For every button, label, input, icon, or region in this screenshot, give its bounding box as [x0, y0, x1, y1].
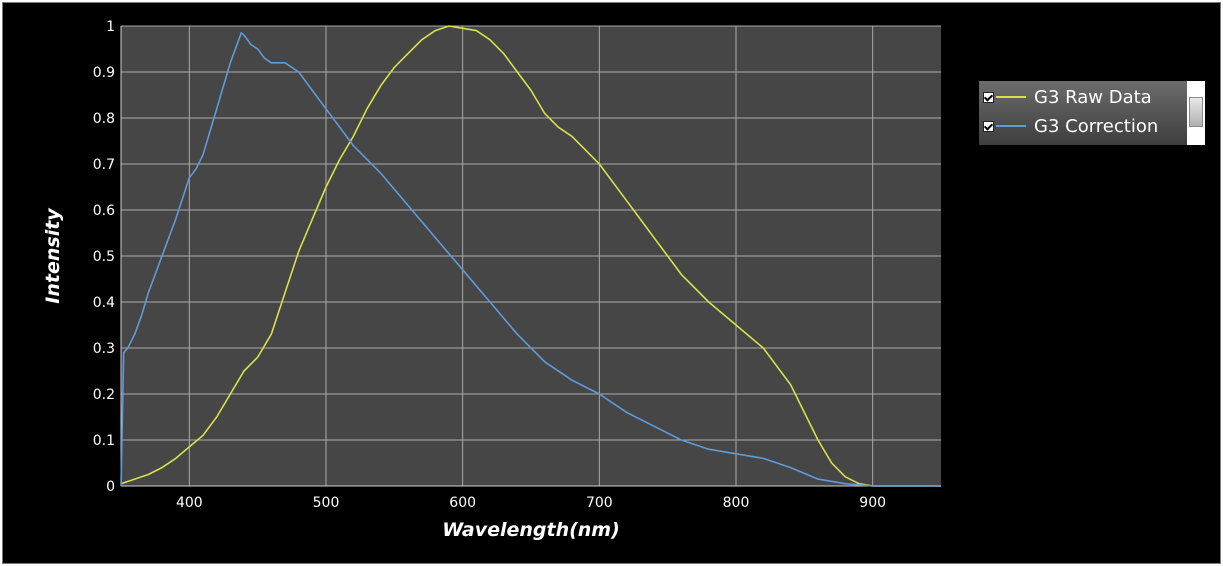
x-tick-label: 500	[313, 495, 340, 511]
x-tick-label: 800	[723, 495, 750, 511]
y-tick-label: 0.3	[93, 341, 115, 357]
legend-scroll-thumb[interactable]	[1189, 97, 1203, 127]
y-tick-label: 0.8	[93, 111, 115, 127]
x-axis-title: Wavelength(nm)	[442, 519, 620, 541]
legend-label-correction: G3 Correction	[1034, 115, 1159, 137]
series-line-raw-data	[120, 25, 941, 487]
legend-label-raw-data: G3 Raw Data	[1034, 86, 1152, 108]
y-tick-label: 0.1	[93, 433, 115, 449]
legend-swatch-raw-data	[996, 96, 1026, 98]
legend-item-raw-data[interactable]: G3 Raw Data	[983, 86, 1152, 108]
x-tick-label: 400	[176, 495, 203, 511]
checkbox-correction[interactable]	[983, 120, 994, 132]
y-tick-label: 0.6	[93, 203, 115, 219]
y-axis-title: Intensity	[42, 207, 64, 304]
legend: G3 Raw Data G3 Correction	[979, 81, 1205, 145]
x-tick-label: 900	[859, 495, 886, 511]
y-tick-label: 0.7	[93, 157, 115, 173]
x-tick-label: 700	[586, 495, 613, 511]
checkbox-raw-data[interactable]	[983, 91, 994, 103]
legend-scrollbar[interactable]	[1187, 81, 1205, 145]
y-tick-label: 0	[106, 479, 115, 495]
chart: 400 500 600 700 800 900 0 0.1 0.2 0.3 0.4 0.5 0.6 0.7…	[42, 19, 941, 541]
y-tick-label: 0.4	[93, 295, 115, 311]
series-lines	[120, 25, 941, 487]
y-tick-label: 0.2	[93, 387, 115, 403]
y-tick-label: 1	[106, 19, 115, 35]
series-line-correction	[120, 32, 941, 487]
legend-item-correction[interactable]: G3 Correction	[983, 115, 1158, 137]
y-tick-label: 0.5	[93, 249, 115, 265]
legend-swatch-correction	[996, 125, 1026, 127]
x-tick-label: 600	[449, 495, 476, 511]
tick-labels: 400 500 600 700 800 900 0 0.1 0.2 0.3 0.4 0.5 0.6 0.7…	[93, 19, 886, 511]
y-tick-label: 0.9	[93, 65, 115, 81]
